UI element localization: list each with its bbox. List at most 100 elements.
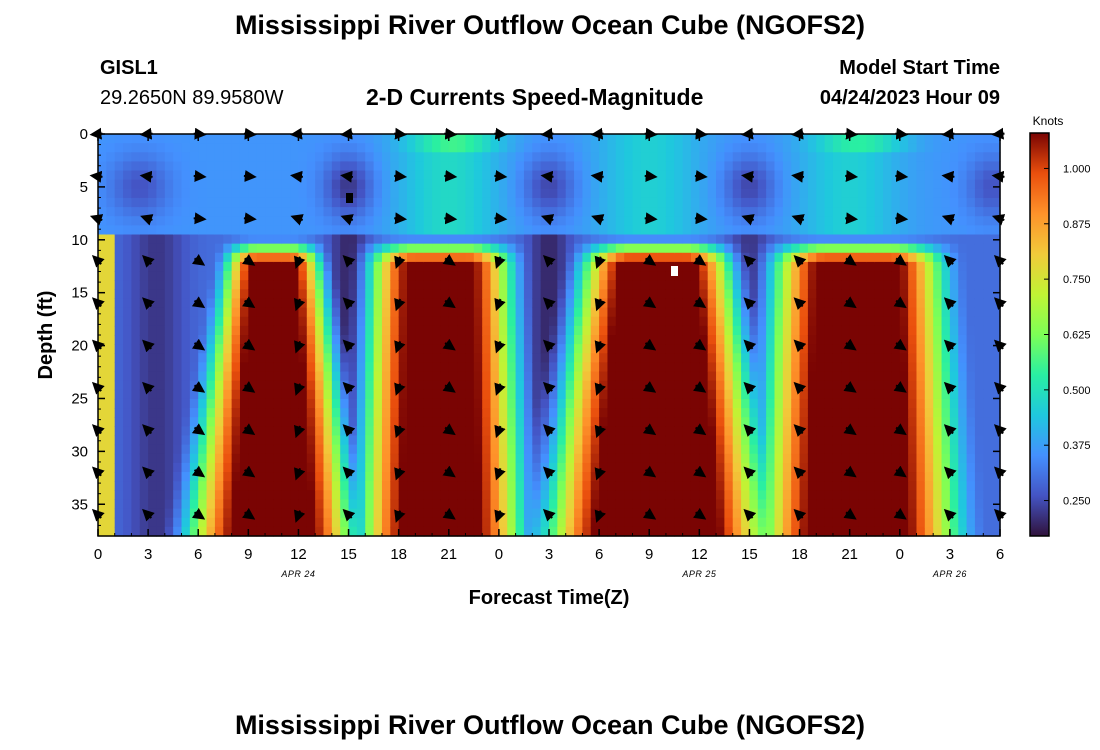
heat-cell <box>98 307 107 318</box>
heat-cell <box>682 371 692 382</box>
heat-cell <box>356 161 366 172</box>
heat-cell <box>248 481 258 491</box>
heat-cell <box>724 243 734 254</box>
heat-cell <box>223 353 233 364</box>
heat-cell <box>457 481 467 491</box>
heat-cell <box>173 307 183 318</box>
heat-cell <box>173 134 183 144</box>
heat-cell <box>774 453 784 464</box>
heat-cell <box>757 252 767 263</box>
heat-cell <box>465 188 475 199</box>
heat-cell <box>390 362 400 373</box>
heat-cell <box>290 161 300 172</box>
heat-cell <box>106 453 116 464</box>
heat-cell <box>164 325 174 336</box>
heat-cell <box>189 371 199 382</box>
heat-cell <box>599 325 609 336</box>
heat-cell <box>323 526 333 537</box>
heat-cell <box>941 243 951 254</box>
heat-cell <box>716 225 725 236</box>
heat-cell <box>665 197 675 208</box>
heat-cell <box>933 353 943 364</box>
heat-cell <box>306 234 316 245</box>
heat-cell <box>356 134 366 144</box>
heat-cell <box>924 188 934 199</box>
heat-cell <box>624 508 634 519</box>
heat-cell <box>632 335 642 345</box>
heat-cell <box>707 307 717 318</box>
heat-cell <box>98 353 107 364</box>
current-arrow <box>743 466 757 480</box>
heat-cell <box>281 417 291 427</box>
heat-cell <box>214 280 224 290</box>
heat-cell <box>707 517 717 528</box>
heat-cell <box>707 508 717 519</box>
heat-cell <box>782 389 792 400</box>
heat-cell <box>858 472 867 482</box>
heat-cell <box>958 271 968 281</box>
heat-cell <box>933 499 943 510</box>
heat-cell <box>256 481 266 491</box>
heat-cell <box>365 453 375 464</box>
heat-cell <box>916 316 926 327</box>
heat-cell <box>757 216 767 226</box>
heat-cell <box>407 472 416 482</box>
heat-cell <box>682 289 692 300</box>
heat-cell <box>716 389 725 400</box>
heat-cell <box>724 335 734 345</box>
heat-cell <box>991 481 1001 491</box>
heat-cell <box>432 335 442 345</box>
heat-cell <box>640 517 650 528</box>
heat-cell <box>858 207 867 217</box>
heat-cell <box>565 316 575 327</box>
heat-cell <box>699 444 709 455</box>
heat-cell <box>290 289 300 300</box>
heat-cell <box>315 481 325 491</box>
heat-cell <box>749 216 759 226</box>
heat-cell <box>306 289 316 300</box>
heat-cell <box>557 499 567 510</box>
heat-cell <box>866 298 876 309</box>
heat-cell <box>323 389 333 400</box>
heat-cell <box>799 499 809 510</box>
heat-cell <box>515 170 525 181</box>
heat-cell <box>114 316 124 327</box>
heat-cell <box>891 389 901 400</box>
heat-cell <box>707 490 717 501</box>
heat-cell <box>574 517 584 528</box>
heat-cell <box>958 289 968 300</box>
heat-cell <box>206 453 216 464</box>
heat-cell <box>649 152 659 163</box>
heat-cell <box>699 526 709 537</box>
heat-cell <box>799 398 809 409</box>
heat-cell <box>298 444 308 455</box>
heat-cell <box>214 426 224 437</box>
heat-cell <box>599 435 609 446</box>
heat-cell <box>198 152 208 163</box>
heat-cell <box>198 134 208 144</box>
heat-cell <box>807 472 817 482</box>
heat-cell <box>824 335 834 345</box>
heat-cell <box>507 371 517 382</box>
heat-cell <box>473 170 483 181</box>
heat-cell <box>281 252 291 263</box>
heat-cell <box>565 207 575 217</box>
heat-cell <box>114 435 124 446</box>
heat-cell <box>732 188 742 199</box>
heat-cell <box>273 298 283 309</box>
heat-cell <box>924 252 934 263</box>
heat-cell <box>607 271 617 281</box>
heat-cell <box>774 179 784 190</box>
heat-cell <box>899 398 909 409</box>
heat-cell <box>816 316 826 327</box>
heat-cell <box>473 453 483 464</box>
heat-cell <box>549 170 558 181</box>
heat-cell <box>315 261 325 272</box>
heat-cell <box>164 508 174 519</box>
heat-cell <box>924 508 934 519</box>
heat-cell <box>139 261 149 272</box>
heat-cell <box>507 389 517 400</box>
heat-cell <box>916 417 926 427</box>
heat-cell <box>949 353 959 364</box>
heat-cell <box>432 353 442 364</box>
